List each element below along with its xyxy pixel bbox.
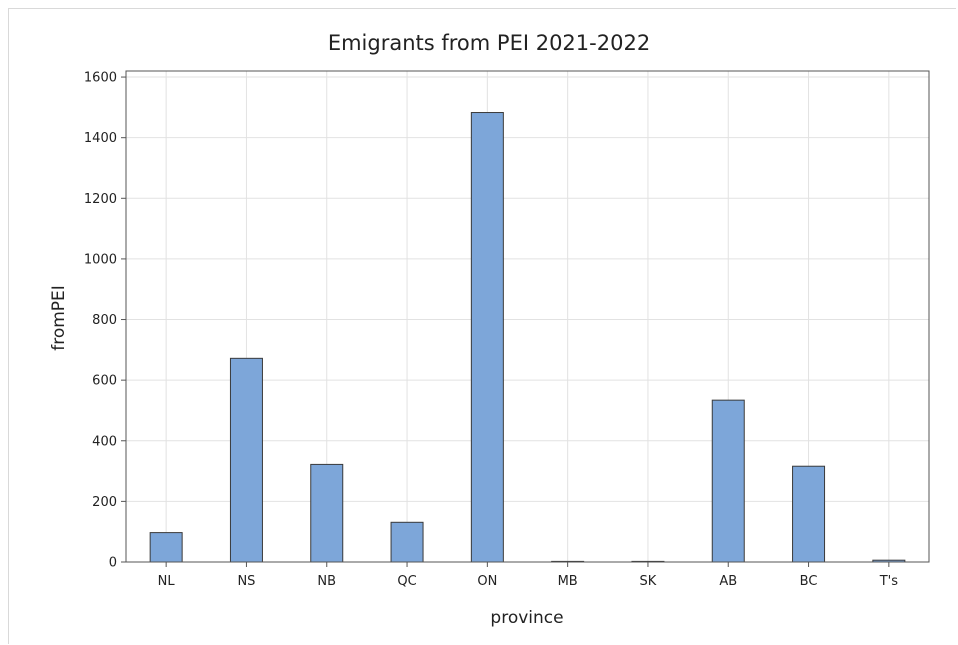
chart-title: Emigrants from PEI 2021-2022 bbox=[328, 31, 650, 55]
chart-frame bbox=[8, 8, 956, 644]
bar-ns bbox=[229, 357, 263, 563]
x-tick-label: ON bbox=[477, 574, 497, 589]
bar-nb bbox=[310, 463, 344, 563]
x-tick-label: MB bbox=[558, 574, 578, 589]
x-tick-label: NB bbox=[317, 574, 336, 589]
y-tick-label: 1200 bbox=[84, 192, 117, 207]
x-tick-label: BC bbox=[800, 574, 818, 589]
y-axis-label: fromPEI bbox=[49, 285, 69, 351]
x-tick-label: AB bbox=[719, 574, 737, 589]
x-tick-label: QC bbox=[397, 574, 416, 589]
y-tick-label: 1600 bbox=[84, 71, 117, 86]
bar-ab bbox=[711, 399, 745, 563]
y-tick-label: 400 bbox=[92, 434, 117, 449]
y-tick-label: 800 bbox=[92, 313, 117, 328]
bar-qc bbox=[390, 521, 424, 563]
y-tick-label: 600 bbox=[92, 374, 117, 389]
bar-bc bbox=[792, 465, 826, 563]
y-tick-label: 1400 bbox=[84, 131, 117, 146]
bars bbox=[149, 112, 906, 563]
y-tick-label: 200 bbox=[92, 495, 117, 510]
y-tick-label: 1000 bbox=[84, 252, 117, 267]
bar-on bbox=[470, 112, 504, 563]
x-axis-label: province bbox=[490, 608, 563, 628]
x-tick-label: T's bbox=[879, 574, 899, 589]
x-tick-label: NS bbox=[237, 574, 255, 589]
y-tick-label: 0 bbox=[109, 556, 117, 571]
x-tick-label: NL bbox=[158, 574, 176, 589]
axis-ticks: 0 200 400 600 800 1000 1200 1400 1600 NL NS NB QC ON M… bbox=[84, 71, 898, 589]
bar-nl bbox=[149, 532, 183, 563]
x-tick-label: SK bbox=[640, 574, 657, 589]
plot-area-border bbox=[125, 70, 930, 563]
